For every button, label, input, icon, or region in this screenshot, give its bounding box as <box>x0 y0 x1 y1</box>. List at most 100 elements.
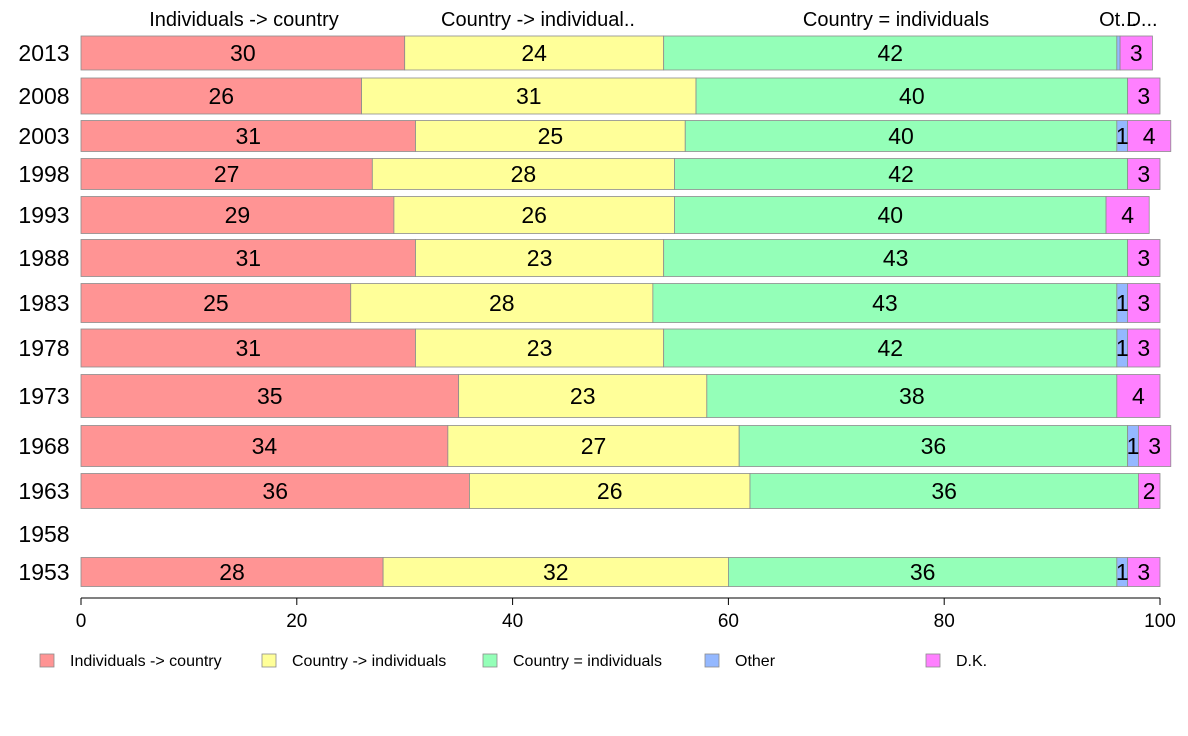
legend-label: Individuals -> country <box>70 653 222 670</box>
data-label: 36 <box>931 478 957 504</box>
data-label: 28 <box>219 559 245 585</box>
bar-segment <box>695 77 1129 115</box>
y-tick-label: 1953 <box>18 559 69 585</box>
column-header: Country -> individual.. <box>441 9 635 31</box>
legend-swatch <box>39 653 55 668</box>
bar-segment <box>80 374 460 418</box>
bar-segment <box>415 239 665 277</box>
data-label: 26 <box>521 202 547 228</box>
data-label: 3 <box>1137 161 1150 187</box>
data-label: 1 <box>1116 335 1129 361</box>
bar-segment <box>1127 77 1161 115</box>
y-tick-label: 1973 <box>18 383 69 409</box>
data-label: 23 <box>527 335 553 361</box>
data-label: 3 <box>1137 245 1150 271</box>
data-label: 36 <box>262 478 288 504</box>
bar-segment <box>80 77 362 115</box>
data-label: 35 <box>257 383 283 409</box>
x-tick-label: 80 <box>934 611 955 632</box>
data-label: 31 <box>235 123 261 149</box>
x-axis: 0 20 40 60 80 100 <box>76 597 1176 632</box>
data-label: 40 <box>899 83 925 109</box>
bar-segment <box>393 196 675 234</box>
legend-label: D.K. <box>956 653 987 670</box>
legend-label: Other <box>735 653 776 670</box>
x-tick-label: 0 <box>76 611 87 632</box>
y-tick-label: 1993 <box>18 202 69 228</box>
bar-segment <box>1116 374 1161 418</box>
y-tick-label: 1988 <box>18 245 69 271</box>
legend-swatch <box>261 653 277 668</box>
data-label: 36 <box>910 559 936 585</box>
bar-segment <box>1116 35 1121 71</box>
data-labels: 30 24 42 326 31 40 331 25 40 1 427 28 42 329 26 40 431 23… <box>203 40 1161 585</box>
y-tick-label: 1958 <box>18 521 69 547</box>
data-label: 26 <box>208 83 234 109</box>
bar-segment <box>80 328 416 368</box>
data-label: 42 <box>877 40 903 66</box>
legend-swatch <box>925 653 941 668</box>
bar-segment <box>738 425 1129 467</box>
data-label: 3 <box>1137 559 1150 585</box>
data-label: 42 <box>888 161 914 187</box>
bar-segment <box>674 196 1107 234</box>
data-label: 42 <box>877 335 903 361</box>
bar-segment <box>415 120 686 152</box>
bar-segment <box>80 158 373 190</box>
data-label: 25 <box>538 123 564 149</box>
data-label: 27 <box>214 161 240 187</box>
data-label: 3 <box>1137 335 1150 361</box>
bar-segment <box>1127 158 1161 190</box>
bar-segment <box>80 557 384 587</box>
y-tick-label: 1963 <box>18 478 69 504</box>
bar-segment <box>447 425 740 467</box>
data-label: 38 <box>899 383 925 409</box>
data-label: 23 <box>570 383 596 409</box>
y-tick-label: 2008 <box>18 83 69 109</box>
bar-segment <box>674 158 1129 190</box>
data-label: 40 <box>877 202 903 228</box>
data-label: 30 <box>230 40 256 66</box>
data-label: 3 <box>1137 290 1150 316</box>
bar-segment <box>1127 557 1161 587</box>
data-label: 28 <box>489 290 515 316</box>
data-label: 28 <box>511 161 537 187</box>
bar-segment <box>458 374 708 418</box>
y-tick-label: 2013 <box>18 40 69 66</box>
column-header: Ot... <box>1099 9 1137 31</box>
bars <box>80 35 1172 587</box>
bar-segment <box>1127 239 1161 277</box>
bar-segment <box>706 374 1118 418</box>
bar-segment <box>1127 120 1172 152</box>
data-label: 4 <box>1121 202 1134 228</box>
data-label: 1 <box>1127 433 1140 459</box>
bar-segment <box>80 120 416 152</box>
y-tick-label: 1983 <box>18 290 69 316</box>
bar-segment <box>80 473 470 509</box>
data-label: 23 <box>527 245 553 271</box>
legend-label: Country -> individuals <box>292 653 446 670</box>
bar-segment <box>663 239 1129 277</box>
bar-segment <box>749 473 1139 509</box>
data-label: 29 <box>225 202 251 228</box>
data-label: 1 <box>1116 559 1129 585</box>
data-label: 4 <box>1132 383 1145 409</box>
data-label: 31 <box>235 245 261 271</box>
data-label: 3 <box>1130 40 1143 66</box>
data-label: 27 <box>581 433 607 459</box>
data-label: 3 <box>1148 433 1161 459</box>
x-tick-label: 20 <box>286 611 307 632</box>
data-label: 40 <box>888 123 914 149</box>
data-label: 24 <box>521 40 547 66</box>
data-label: 43 <box>883 245 909 271</box>
bar-segment <box>1119 35 1153 71</box>
bar-segment <box>1105 196 1150 234</box>
bar-segment <box>404 35 665 71</box>
data-label: 32 <box>543 559 569 585</box>
data-label: 1 <box>1116 290 1129 316</box>
y-tick-label: 1968 <box>18 433 69 459</box>
data-label: 1 <box>1116 123 1129 149</box>
data-label: 31 <box>235 335 261 361</box>
bar-segment <box>361 77 697 115</box>
